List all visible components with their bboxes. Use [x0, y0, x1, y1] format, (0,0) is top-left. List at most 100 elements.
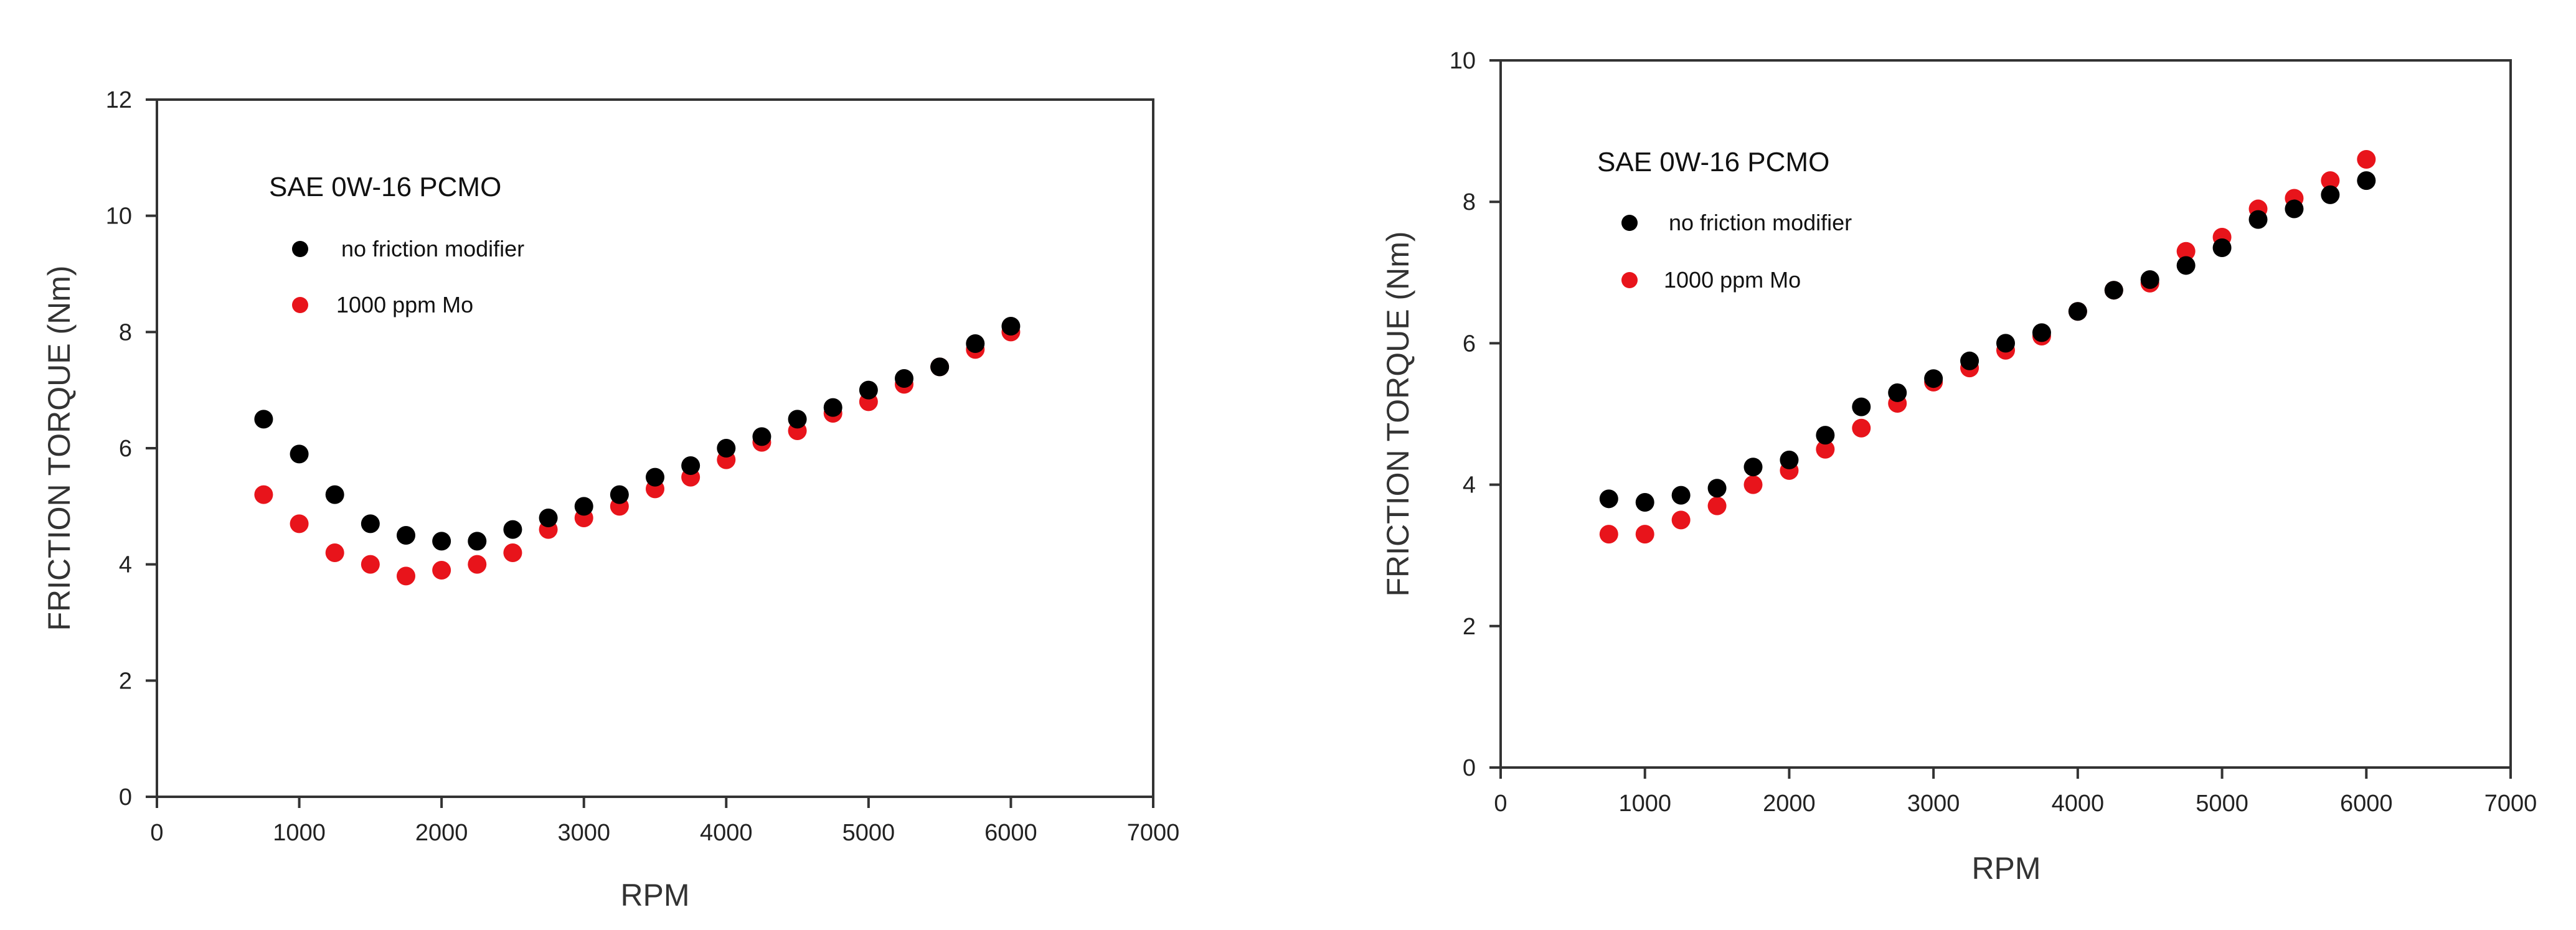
left-y-tick-label: 2 — [119, 668, 132, 694]
right-x-tick-label: 7000 — [2484, 791, 2537, 817]
left-point-black — [468, 532, 487, 551]
right-point-black — [2357, 171, 2376, 190]
right-point-red — [2357, 150, 2376, 169]
right-x-tick-label: 3000 — [1907, 791, 1960, 817]
left-point-black — [539, 509, 558, 527]
right-point-red — [1816, 439, 1835, 459]
right-legend-marker-red — [1621, 272, 1638, 288]
right-legend-marker-black — [1621, 215, 1638, 231]
right-point-black — [2140, 270, 2159, 289]
left-legend-marker-red — [292, 297, 308, 313]
left-point-black — [788, 410, 807, 429]
left-point-black — [1001, 317, 1021, 336]
right-point-black — [1671, 486, 1691, 505]
right-x-tick-label: 1000 — [1618, 791, 1671, 817]
right-point-red — [2321, 171, 2340, 190]
right-point-red — [1671, 510, 1691, 530]
left-point-red — [361, 555, 380, 574]
left-point-black — [681, 456, 701, 475]
left-data-points — [254, 317, 1021, 586]
left-y-tick-label: 6 — [119, 436, 132, 462]
right-point-black — [1996, 334, 2015, 353]
left-point-black — [254, 410, 273, 429]
left-point-red — [325, 543, 344, 562]
right-point-black — [1816, 426, 1835, 445]
right-x-tick-label: 6000 — [2340, 791, 2393, 817]
right-point-black — [2212, 238, 2232, 258]
left-point-black — [397, 526, 415, 545]
left-chart-title: SAE 0W-16 PCMO — [269, 172, 501, 202]
left-x-tick-label: 4000 — [700, 820, 753, 846]
right-y-tick-label: 6 — [1463, 331, 1476, 357]
left-x-axis-label: RPM — [620, 878, 689, 913]
left-y-axis-label: FRICTION TORQUE (Nm) — [42, 265, 77, 631]
right-point-black — [1707, 479, 1727, 498]
left-point-black — [361, 514, 380, 533]
right-x-tick-label: 4000 — [2052, 791, 2105, 817]
right-x-tick-label: 5000 — [2196, 791, 2248, 817]
right-x-axis-label: RPM — [1971, 851, 2041, 886]
left-point-red — [254, 485, 273, 504]
left-y-tick-label: 0 — [119, 784, 132, 810]
right-chart-title: SAE 0W-16 PCMO — [1597, 147, 1829, 177]
left-point-black — [325, 485, 344, 504]
right-legend: no friction modifier 1000 ppm Mo — [1621, 210, 1852, 293]
right-point-red — [1852, 418, 1871, 438]
right-point-red — [1599, 525, 1618, 544]
left-point-red — [432, 561, 451, 580]
right-data-points — [1599, 150, 2376, 544]
left-legend-label-black: no friction modifier — [341, 236, 524, 261]
right-point-red — [1635, 525, 1654, 544]
right-y-axis-label: FRICTION TORQUE (Nm) — [1380, 231, 1415, 596]
left-point-black — [503, 520, 522, 539]
right-legend-label-black: no friction modifier — [1669, 210, 1852, 235]
right-y-ticks: 0 2 4 6 8 10 — [1450, 48, 1501, 781]
right-point-black — [1635, 493, 1654, 512]
right-point-black — [2032, 323, 2051, 342]
left-x-tick-label: 2000 — [415, 820, 468, 846]
right-point-black — [1888, 383, 1907, 402]
left-point-black — [823, 398, 842, 417]
left-legend-marker-black — [292, 241, 308, 257]
right-x-tick-label: 0 — [1494, 791, 1507, 817]
left-x-ticks: 0 1000 2000 3000 4000 5000 6000 7000 — [150, 797, 1179, 846]
left-y-tick-label: 8 — [119, 319, 132, 345]
right-x-tick-label: 2000 — [1763, 791, 1816, 817]
right-point-black — [2068, 302, 2087, 321]
right-point-red — [1707, 496, 1727, 515]
left-legend: no friction modifier 1000 ppm Mo — [292, 236, 524, 317]
left-point-black — [290, 444, 309, 464]
left-x-tick-label: 0 — [150, 820, 163, 846]
left-legend-label-red: 1000 ppm Mo — [336, 292, 473, 317]
left-x-tick-label: 1000 — [273, 820, 326, 846]
left-point-red — [397, 566, 415, 586]
right-point-red — [1743, 475, 1763, 494]
left-point-black — [574, 497, 593, 516]
left-point-red — [290, 514, 309, 533]
right-point-black — [1780, 450, 1799, 469]
right-point-black — [2104, 281, 2123, 300]
right-point-black — [1743, 458, 1763, 477]
left-x-tick-label: 3000 — [557, 820, 610, 846]
right-point-black — [2248, 210, 2268, 229]
left-y-tick-label: 10 — [106, 204, 132, 230]
left-point-black — [646, 467, 664, 487]
left-point-black — [859, 380, 878, 400]
right-y-tick-label: 0 — [1463, 755, 1476, 781]
left-x-tick-label: 7000 — [1127, 820, 1180, 846]
left-chart: 0 1000 2000 3000 4000 5000 6000 7000 024681012 … — [42, 87, 1179, 913]
left-point-black — [752, 427, 771, 446]
right-y-tick-label: 8 — [1463, 189, 1476, 215]
right-y-tick-label: 10 — [1450, 48, 1476, 74]
right-point-black — [2285, 199, 2304, 218]
right-point-black — [1852, 397, 1871, 416]
right-point-black — [2321, 185, 2340, 204]
left-point-red — [468, 555, 487, 574]
left-x-tick-label: 5000 — [842, 820, 895, 846]
left-point-black — [966, 334, 985, 353]
left-point-red — [503, 543, 522, 562]
right-y-tick-label: 4 — [1463, 472, 1476, 499]
right-point-red — [2176, 242, 2196, 261]
left-point-black — [432, 532, 451, 551]
